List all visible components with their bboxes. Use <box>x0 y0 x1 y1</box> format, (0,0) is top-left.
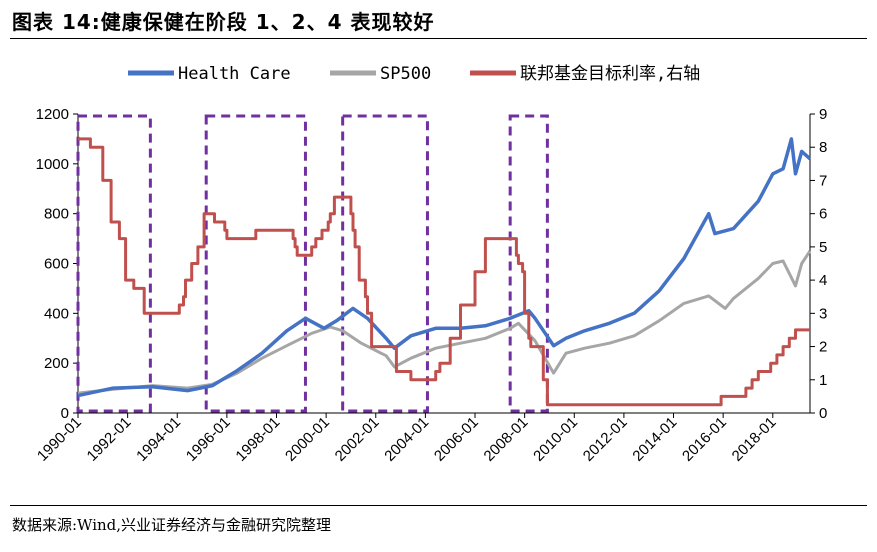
legend: Health Care SP500 联邦基金目标利率,右轴 <box>128 64 700 84</box>
x-tick-label: 2000-01 <box>282 414 333 465</box>
y-left-tick-label: 1000 <box>36 156 69 173</box>
x-tick-label: 2016-01 <box>679 414 730 465</box>
x-tick-label: 2018-01 <box>729 414 780 465</box>
y-right-tick-label: 7 <box>819 172 827 189</box>
y-right-tick-label: 2 <box>819 339 827 356</box>
phase-box <box>204 114 307 413</box>
y-left-tick-label: 0 <box>61 405 69 422</box>
x-tick-label: 1990-01 <box>34 414 85 465</box>
x-tick-label: 2004-01 <box>381 414 432 465</box>
x-tick-label: 2002-01 <box>332 414 383 465</box>
phase-boxes <box>76 114 549 413</box>
x-tick-label: 2012-01 <box>580 414 631 465</box>
y-left-tick-label: 1200 <box>36 106 69 123</box>
y-left-tick-label: 400 <box>44 305 69 322</box>
chart-title: 图表 14:健康保健在阶段 1、2、4 表现较好 <box>12 10 435 34</box>
source-rule <box>10 505 867 506</box>
title-rule <box>10 38 867 39</box>
y-right-tick-label: 4 <box>819 272 827 289</box>
x-tick-label: 2010-01 <box>530 414 581 465</box>
y-right-tick-label: 9 <box>819 106 827 123</box>
series-line-1 <box>77 250 812 395</box>
series-line-0 <box>77 137 812 398</box>
phase-box <box>508 114 549 413</box>
legend-label: 联邦基金目标利率,右轴 <box>520 64 700 84</box>
y-left-tick-label: 800 <box>44 206 69 223</box>
series-lines <box>77 137 812 407</box>
x-tick-label: 2006-01 <box>431 414 482 465</box>
phase-box <box>341 114 429 413</box>
y-right-tick-label: 0 <box>819 405 827 422</box>
y-right-tick-label: 1 <box>819 372 827 389</box>
source-note: 数据来源:Wind,兴业证券经济与金融研究院整理 <box>12 516 332 534</box>
y-right-tick-label: 5 <box>819 239 827 256</box>
series-line-2 <box>78 137 810 407</box>
x-tick-label: 1996-01 <box>183 414 234 465</box>
x-tick-label: 2014-01 <box>629 414 680 465</box>
x-tick-label: 2008-01 <box>481 414 532 465</box>
legend-label: Health Care <box>178 64 291 84</box>
axes: 02004006008001000120001234567891990-0119… <box>34 106 827 465</box>
y-left-tick-label: 600 <box>44 256 69 273</box>
x-tick-label: 1992-01 <box>83 414 134 465</box>
x-tick-label: 1998-01 <box>232 414 283 465</box>
y-left-tick-label: 200 <box>44 355 69 372</box>
phase-box <box>76 114 152 413</box>
y-right-tick-label: 8 <box>819 139 827 156</box>
y-right-tick-label: 3 <box>819 305 827 322</box>
x-tick-label: 1994-01 <box>133 414 184 465</box>
legend-label: SP500 <box>380 64 431 84</box>
y-right-tick-label: 6 <box>819 206 827 223</box>
